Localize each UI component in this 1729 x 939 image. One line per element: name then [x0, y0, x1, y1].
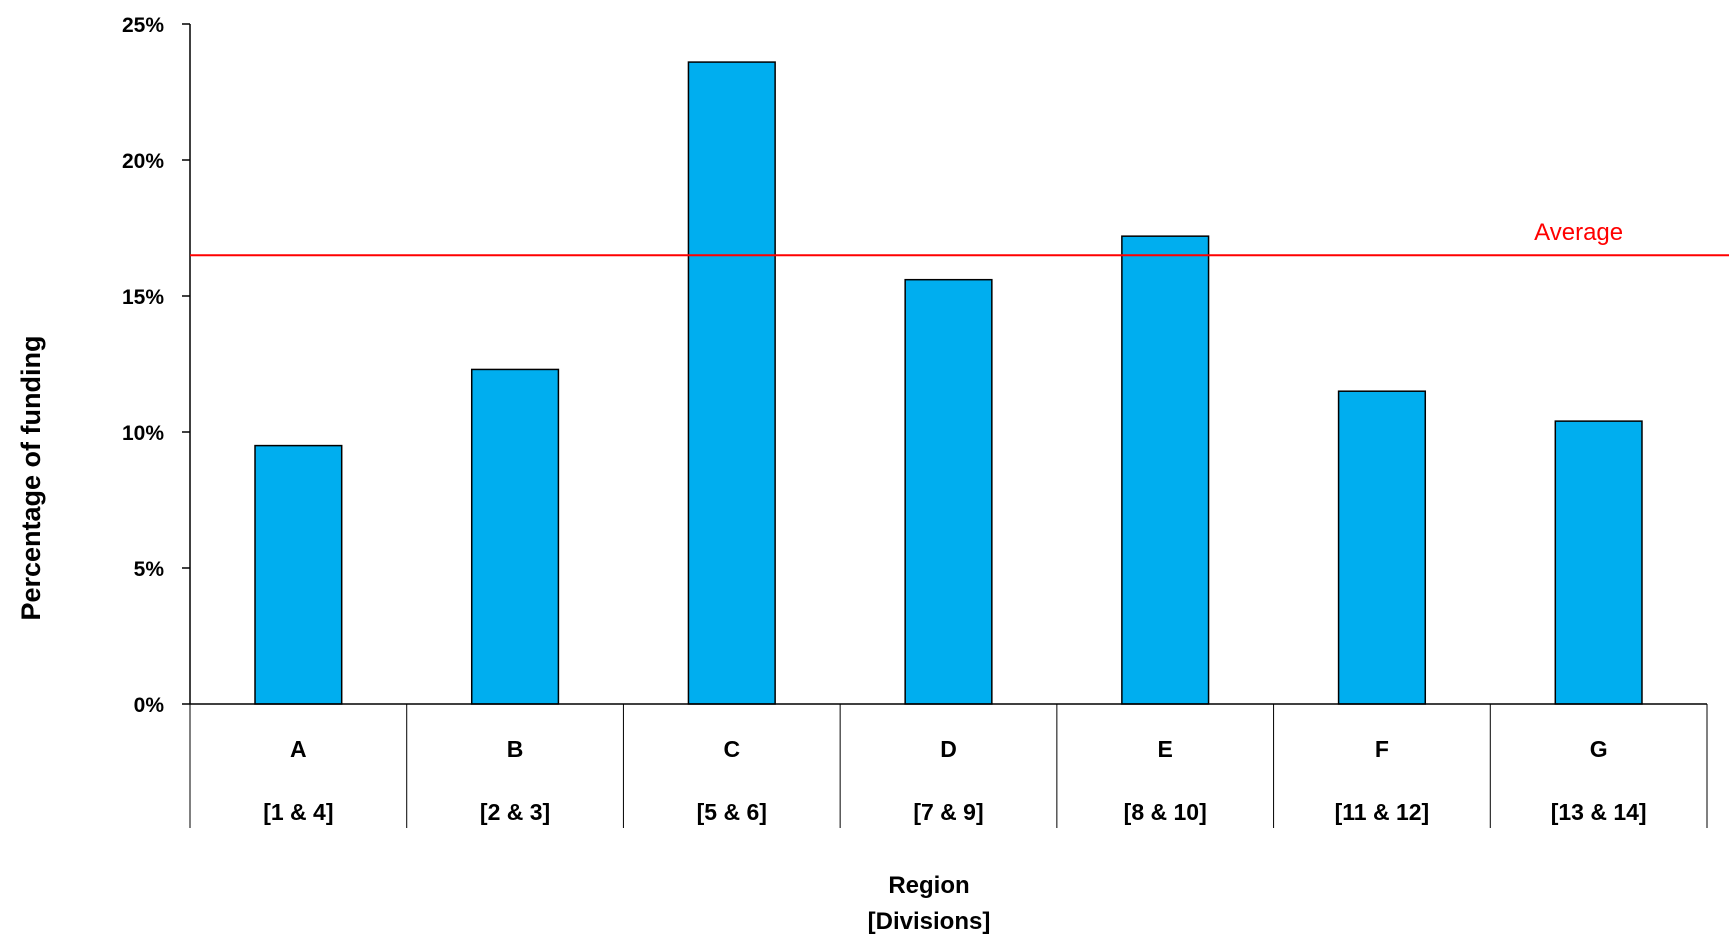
x-axis-title-line2: [Divisions]	[868, 908, 991, 935]
y-tick-label: 10%	[122, 422, 164, 445]
y-tick-label: 5%	[134, 558, 165, 581]
x-subtick-label: [13 & 14]	[1551, 799, 1647, 825]
x-subtick-label: [7 & 9]	[913, 799, 983, 825]
x-axis-title-line1: Region	[888, 872, 969, 899]
x-tick-label: A	[290, 736, 307, 762]
y-axis: 0% 5% 10% 15% 20% 25%	[122, 14, 191, 717]
y-tick-label: 25%	[122, 14, 164, 37]
x-axis: A [1 & 4] B [2 & 3] C [5 & 6] D [7 & 9] E [8 & 10…	[189, 703, 1708, 828]
x-tick-label: D	[940, 736, 957, 762]
y-tick-label: 15%	[122, 286, 164, 309]
average-label: Average	[1534, 219, 1623, 246]
x-subtick-label: [2 & 3]	[480, 799, 550, 825]
bar	[470, 368, 560, 705]
x-tick-label: E	[1158, 736, 1173, 762]
x-subtick-label: [1 & 4]	[263, 799, 333, 825]
bar	[1121, 235, 1210, 705]
x-tick-label: C	[723, 736, 740, 762]
bar	[1554, 420, 1643, 705]
bars	[254, 61, 1643, 705]
bar	[1337, 390, 1427, 705]
x-subtick-label: [5 & 6]	[697, 799, 767, 825]
x-subtick-label: [8 & 10]	[1124, 799, 1207, 825]
bar	[254, 444, 343, 705]
x-tick-label: B	[507, 736, 524, 762]
bar	[687, 61, 776, 705]
y-axis-title: Percentage of funding	[16, 335, 46, 620]
x-tick-label: F	[1375, 736, 1389, 762]
x-tick-label: G	[1590, 736, 1608, 762]
bar	[904, 278, 993, 705]
y-tick-label: 0%	[134, 694, 165, 717]
y-tick-label: 20%	[122, 150, 164, 173]
x-subtick-label: [11 & 12]	[1335, 799, 1430, 825]
